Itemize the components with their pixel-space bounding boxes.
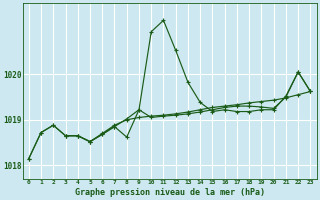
X-axis label: Graphe pression niveau de la mer (hPa): Graphe pression niveau de la mer (hPa)	[75, 188, 265, 197]
